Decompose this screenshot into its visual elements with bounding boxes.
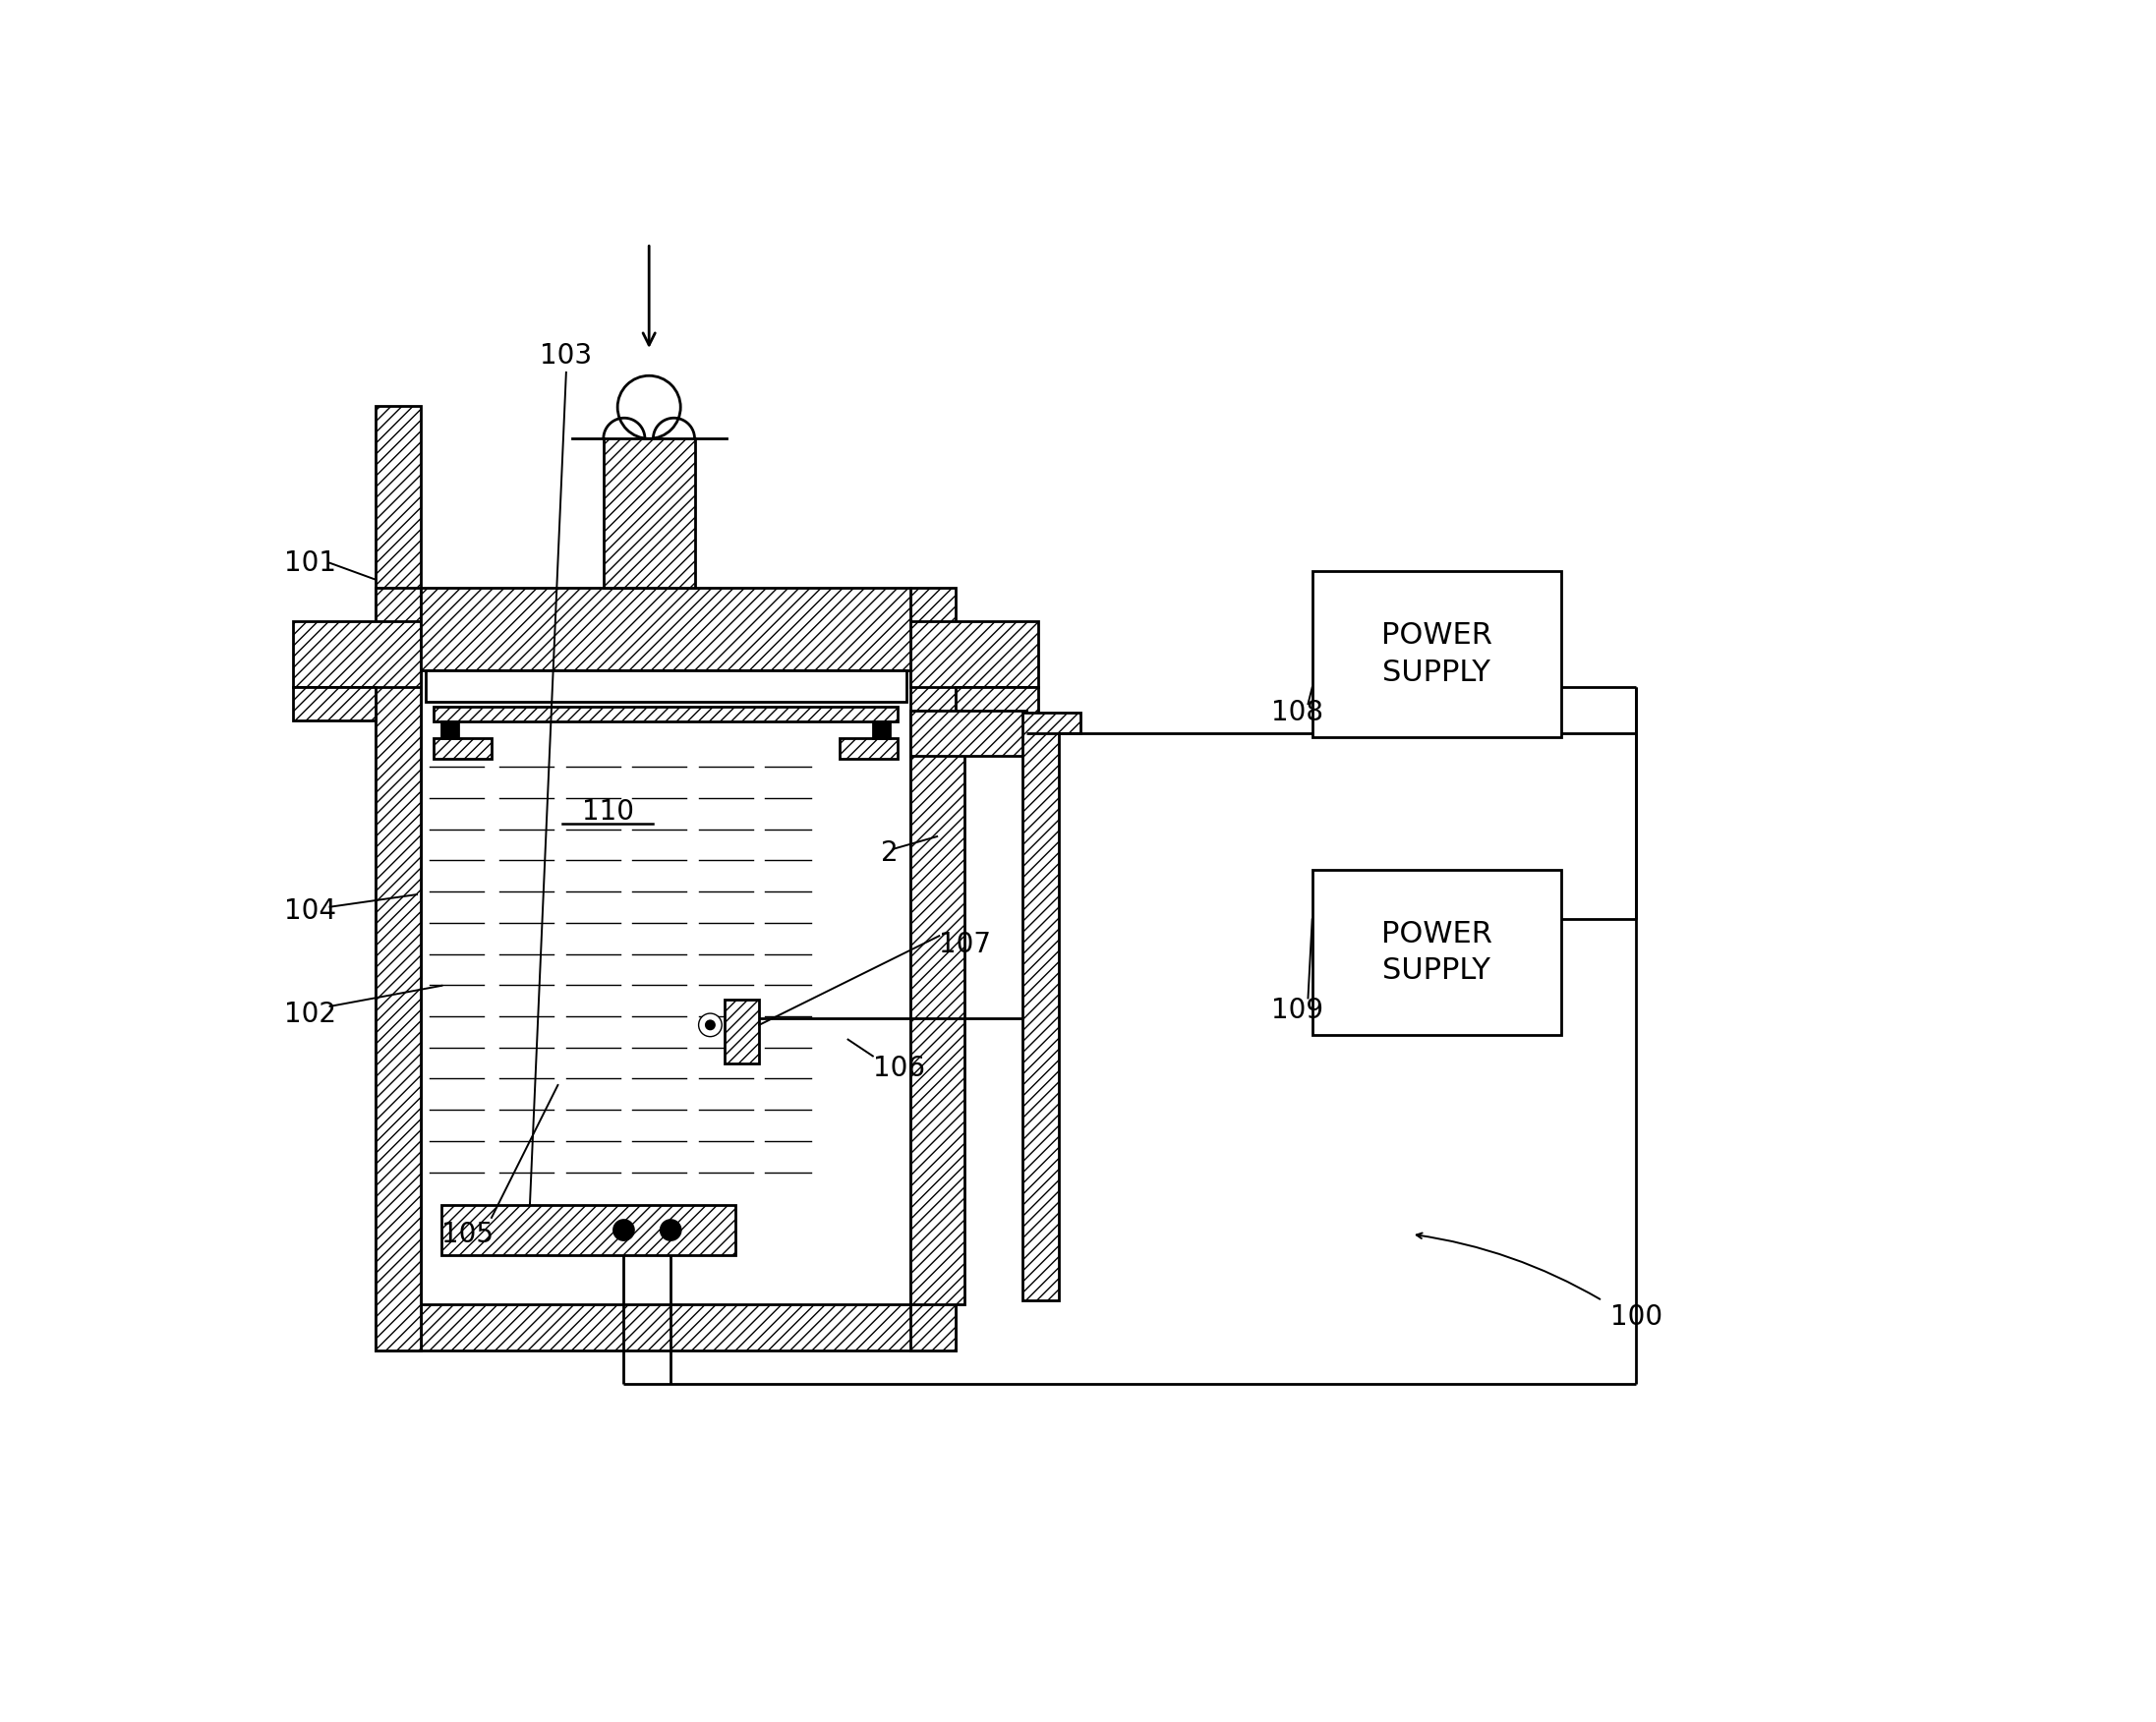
Polygon shape xyxy=(910,711,1026,756)
Polygon shape xyxy=(375,1305,955,1350)
Text: 110: 110 xyxy=(582,797,634,825)
Text: POWER: POWER xyxy=(1382,622,1492,651)
Circle shape xyxy=(617,375,681,439)
Polygon shape xyxy=(955,687,1039,720)
Circle shape xyxy=(614,1221,634,1240)
Text: 107: 107 xyxy=(940,930,992,957)
Polygon shape xyxy=(910,622,1039,687)
Text: SUPPLY: SUPPLY xyxy=(1382,658,1490,687)
Bar xyxy=(873,722,890,737)
Text: SUPPLY: SUPPLY xyxy=(1382,956,1490,985)
Polygon shape xyxy=(839,737,897,759)
Polygon shape xyxy=(724,999,759,1064)
Bar xyxy=(442,722,459,737)
Polygon shape xyxy=(910,711,964,1305)
Circle shape xyxy=(705,1021,714,1030)
Text: 109: 109 xyxy=(1270,997,1324,1025)
Text: POWER: POWER xyxy=(1382,920,1492,949)
Polygon shape xyxy=(420,587,910,672)
Polygon shape xyxy=(910,587,955,1350)
Text: 104: 104 xyxy=(285,897,336,925)
Text: 105: 105 xyxy=(442,1221,494,1248)
Text: 100: 100 xyxy=(1611,1304,1662,1331)
Bar xyxy=(1313,572,1561,737)
Polygon shape xyxy=(293,687,375,720)
Polygon shape xyxy=(1022,713,1080,1300)
Polygon shape xyxy=(604,439,694,587)
Polygon shape xyxy=(433,737,492,759)
Text: 101: 101 xyxy=(285,549,336,577)
Polygon shape xyxy=(375,406,420,1350)
Circle shape xyxy=(660,1221,681,1240)
Text: 108: 108 xyxy=(1270,699,1324,727)
Text: 102: 102 xyxy=(285,1000,336,1028)
Bar xyxy=(433,672,897,694)
Polygon shape xyxy=(442,1205,735,1255)
Text: 103: 103 xyxy=(539,343,593,370)
Circle shape xyxy=(699,1013,722,1037)
Polygon shape xyxy=(293,622,420,687)
Polygon shape xyxy=(433,706,897,722)
Polygon shape xyxy=(375,587,420,1350)
Bar xyxy=(425,672,906,703)
Text: 106: 106 xyxy=(873,1056,925,1081)
Bar xyxy=(1313,870,1561,1035)
Bar xyxy=(420,678,910,1305)
Text: 2: 2 xyxy=(882,839,899,866)
